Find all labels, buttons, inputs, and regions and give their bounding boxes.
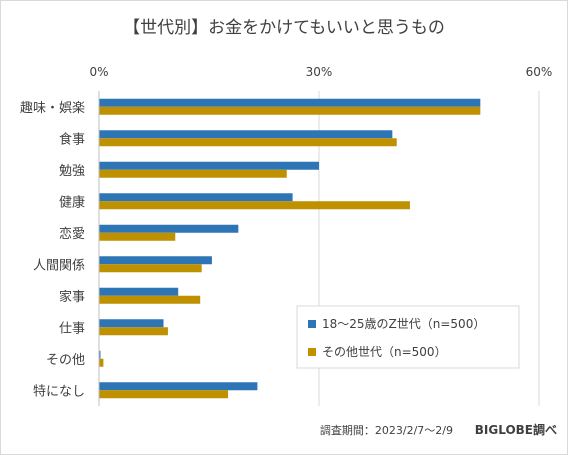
category-label: 趣味・娯楽: [20, 100, 85, 116]
bar-s0: [99, 161, 319, 170]
legend-box: [296, 305, 520, 369]
category-label: 仕事: [59, 321, 85, 336]
category-label: 食事: [59, 131, 85, 147]
x-axis-ticks: 0% 30% 60%: [89, 65, 552, 79]
bars: [99, 98, 481, 399]
bar-s1: [99, 295, 201, 304]
bar-s1: [99, 264, 202, 273]
bar-s1: [99, 138, 397, 147]
legend-swatch: [308, 320, 316, 328]
category-label: 恋愛: [59, 226, 85, 242]
category-label: 勉強: [59, 164, 85, 179]
bar-s1: [99, 232, 176, 241]
bar-s0: [99, 287, 179, 296]
chart-title: 【世代別】お金をかけてもいいと思うもの: [123, 18, 445, 38]
bar-s0: [99, 224, 239, 233]
bar-s0: [99, 193, 293, 202]
bar-s1: [99, 169, 287, 178]
bar-s0: [99, 98, 481, 107]
bar-s1: [99, 106, 481, 115]
bar-s1: [99, 201, 410, 210]
category-label: 特になし: [33, 384, 85, 399]
x-tick-label: 30%: [306, 65, 333, 79]
bar-s0: [99, 256, 212, 265]
bar-s0: [99, 350, 101, 359]
category-label: その他: [46, 353, 85, 368]
category-label: 健康: [59, 194, 85, 210]
source-label: BIGLOBE調べ: [475, 422, 557, 437]
legend-label: その他世代（n=500）: [322, 345, 447, 359]
category-label: 家事: [59, 289, 85, 305]
bar-s0: [99, 319, 164, 328]
x-tick-label: 0%: [89, 65, 108, 79]
bar-s0: [99, 130, 393, 139]
bar-s1: [99, 358, 104, 367]
x-tick-label: 60%: [526, 65, 553, 79]
bar-s1: [99, 327, 168, 336]
survey-period: 調査期間：2023/2/7〜2/9: [320, 423, 453, 437]
category-label: 人間関係: [33, 258, 85, 273]
bar-s1: [99, 390, 229, 399]
bar-s0: [99, 382, 258, 391]
legend-label: 18〜25歳のZ世代（n=500）: [322, 317, 485, 331]
legend: 18〜25歳のZ世代（n=500） その他世代（n=500）: [296, 305, 520, 369]
legend-swatch: [308, 348, 316, 356]
